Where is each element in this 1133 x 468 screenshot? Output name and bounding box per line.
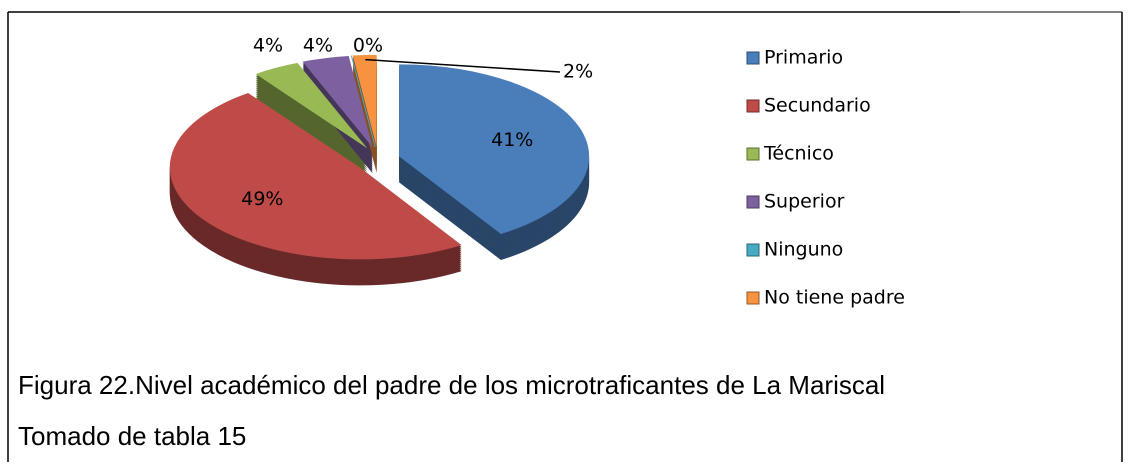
legend-swatch — [746, 51, 760, 65]
data-label: 0% — [353, 35, 383, 57]
slice — [302, 55, 373, 148]
slice — [399, 64, 590, 234]
data-label: 4% — [303, 35, 333, 57]
data-label: 4% — [253, 35, 283, 57]
legend-swatch — [746, 99, 760, 113]
legend-swatch — [746, 147, 760, 161]
legend: Primario Secundario Técnico Superior Ninguno… — [746, 47, 905, 309]
slice — [255, 62, 368, 149]
legend-label: Superior — [764, 191, 845, 213]
caption: Figura 22.Nivel académico del padre de l… — [18, 370, 885, 400]
legend-label: Secundario — [764, 95, 871, 117]
source: Tomado de tabla 15 — [18, 421, 246, 451]
data-label: 49% — [241, 188, 283, 210]
legend-label: No tiene padre — [764, 287, 905, 309]
legend-swatch — [746, 291, 760, 305]
legend-swatch — [746, 195, 760, 209]
pie: 4% 4% 0% 2% 41% 49% — [169, 35, 593, 286]
slice — [352, 54, 377, 147]
data-label: 41% — [491, 129, 533, 151]
legend-swatch — [746, 243, 760, 257]
legend-label: Técnico — [763, 143, 834, 165]
leader-line — [365, 58, 561, 73]
slice — [169, 92, 462, 260]
legend-label: Primario — [764, 47, 843, 69]
data-label: 2% — [563, 61, 593, 83]
legend-label: Ninguno — [764, 239, 843, 261]
slice — [350, 55, 376, 148]
